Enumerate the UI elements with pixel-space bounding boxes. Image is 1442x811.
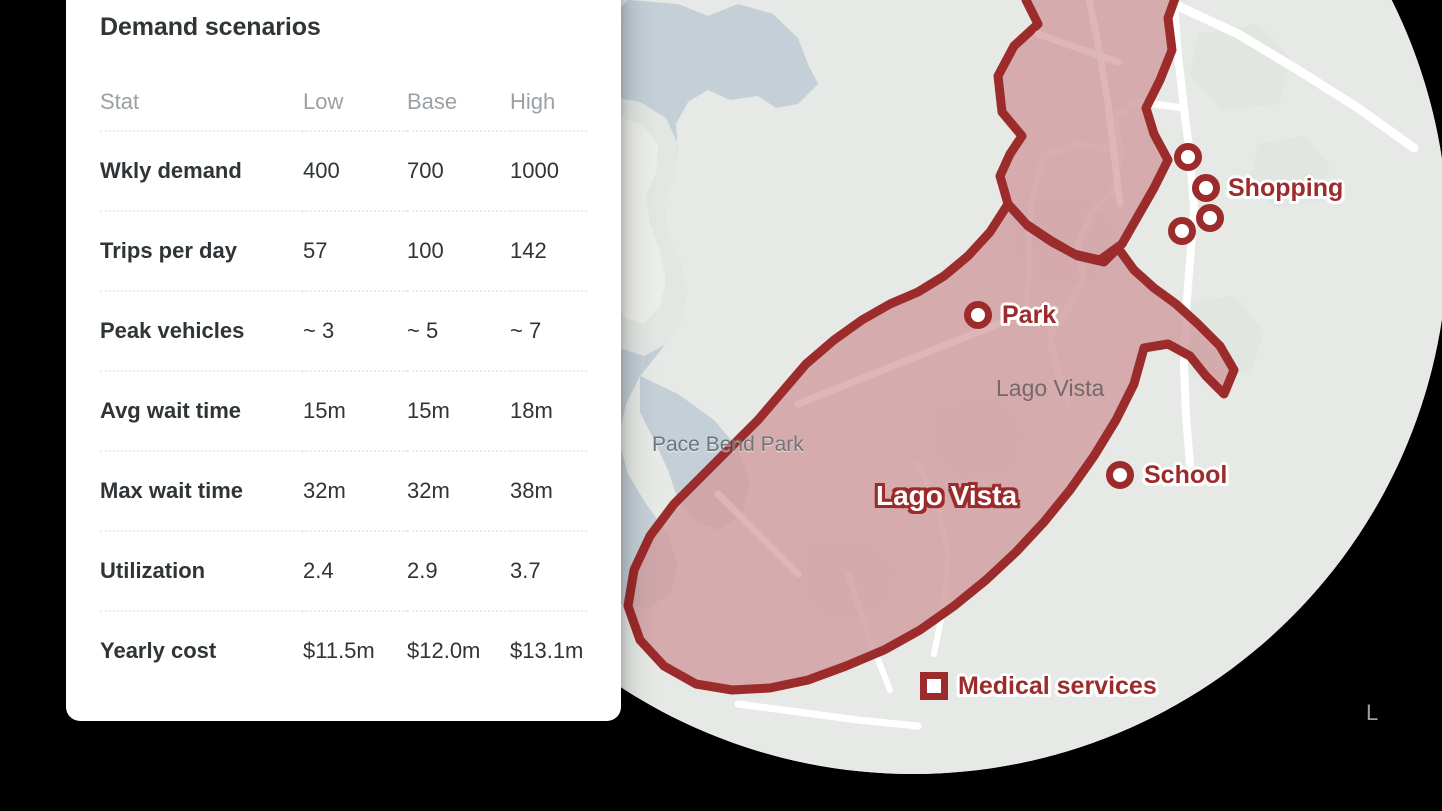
cell-base: 700	[407, 130, 510, 211]
page-title: Demand scenarios	[100, 13, 321, 41]
cell-high: 38m	[510, 450, 587, 531]
column-header-stat[interactable]: Stat	[100, 89, 140, 114]
cell-base: 2.9	[407, 530, 510, 611]
cell-stat: Avg wait time	[100, 370, 303, 451]
table-row: Peak vehicles ~ 3 ~ 5 ~ 7	[100, 290, 587, 371]
cell-high: ~ 7	[510, 290, 587, 371]
cell-high: $13.1m	[510, 610, 587, 690]
cell-low: 32m	[303, 450, 407, 531]
table-row: Wkly demand 400 700 1000	[100, 130, 587, 211]
cell-base: 15m	[407, 370, 510, 451]
cell-stat: Wkly demand	[100, 130, 303, 211]
cell-low: 15m	[303, 370, 407, 451]
column-header-high[interactable]: High	[510, 89, 556, 114]
cell-low: 400	[303, 130, 407, 211]
cell-high: 1000	[510, 130, 587, 211]
cell-low: 57	[303, 210, 407, 291]
demand-scenarios-table: Stat Low Base High Wkly demand 400 700 1…	[100, 89, 587, 690]
cell-base: 32m	[407, 450, 510, 531]
cell-stat: Trips per day	[100, 210, 303, 291]
cell-base: $12.0m	[407, 610, 510, 690]
cell-low: 2.4	[303, 530, 407, 611]
cell-stat: Peak vehicles	[100, 290, 303, 371]
cell-low: ~ 3	[303, 290, 407, 371]
cell-base: 100	[407, 210, 510, 291]
cell-base: ~ 5	[407, 290, 510, 371]
table-header: Stat Low Base High	[100, 89, 587, 131]
cell-low: $11.5m	[303, 610, 407, 690]
cell-high: 142	[510, 210, 587, 291]
table-row: Max wait time 32m 32m 38m	[100, 450, 587, 531]
column-header-low[interactable]: Low	[303, 89, 344, 114]
cell-stat: Yearly cost	[100, 610, 303, 690]
table-row: Avg wait time 15m 15m 18m	[100, 370, 587, 451]
column-header-base[interactable]: Base	[407, 89, 458, 114]
cell-stat: Utilization	[100, 530, 303, 611]
map-service-area-inner-roads	[714, 0, 1124, 578]
table-row: Trips per day 57 100 142	[100, 210, 587, 291]
table-row: Yearly cost $11.5m $12.0m $13.1m	[100, 610, 587, 690]
cell-high: 18m	[510, 370, 587, 451]
cell-high: 3.7	[510, 530, 587, 611]
demand-scenarios-card: Demand scenarios Stat Low Base High Wkly…	[66, 0, 621, 721]
table-body: Wkly demand 400 700 1000 Trips per day 5…	[100, 130, 587, 690]
table-header-row: Stat Low Base High	[100, 89, 587, 131]
map-service-area[interactable]	[623, 0, 1239, 695]
cell-stat: Max wait time	[100, 450, 303, 531]
table-row: Utilization 2.4 2.9 3.7	[100, 530, 587, 611]
